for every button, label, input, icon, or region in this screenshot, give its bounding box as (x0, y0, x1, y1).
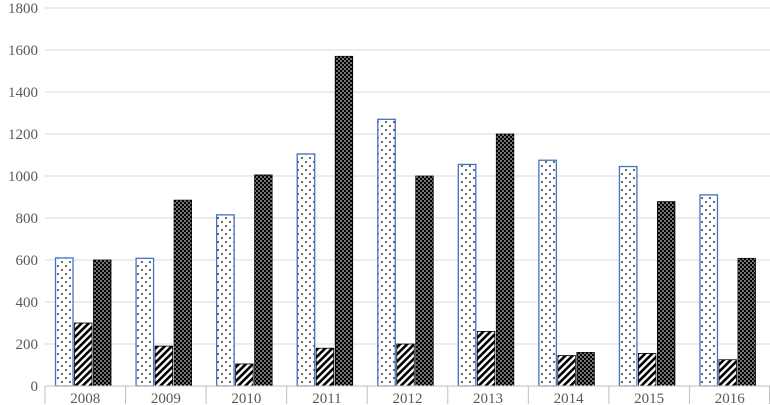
bar-dotted (618, 165, 638, 387)
y-tick-label: 600 (16, 253, 39, 269)
bar-dotted (135, 257, 155, 387)
y-tick-label: 1400 (8, 85, 38, 101)
bar-dotted (699, 194, 719, 387)
y-tick-label: 200 (16, 337, 39, 353)
axes: 0 200 400 600 800 1000 1200 1400 1600 1800 2008 200… (8, 1, 770, 405)
x-tick-label: 2012 (393, 391, 423, 405)
bar-diagonal-hatch (718, 359, 737, 387)
bar-dense-checker (576, 351, 595, 387)
gridlines (45, 7, 770, 345)
x-tick-label: 2009 (151, 391, 181, 405)
x-tick-label: 2008 (70, 391, 100, 405)
bars (54, 55, 756, 387)
bar-dotted (296, 153, 316, 387)
bar-dense-checker (93, 259, 112, 387)
x-tick-label: 2013 (473, 391, 503, 405)
x-tick-label: 2014 (554, 391, 585, 405)
bar-diagonal-hatch (235, 363, 254, 387)
y-tick-label: 800 (16, 211, 39, 227)
y-tick-label: 1800 (8, 1, 38, 17)
y-tick-label: 1600 (8, 43, 38, 59)
bar-dense-checker (334, 55, 354, 387)
bar-diagonal-hatch (154, 345, 173, 387)
y-tick-label: 0 (31, 379, 39, 395)
bar-diagonal-hatch (74, 322, 93, 387)
bar-diagonal-hatch (476, 330, 496, 387)
x-tick-label: 2010 (231, 391, 261, 405)
y-tick-label: 1200 (8, 127, 38, 143)
bar-dotted (538, 159, 558, 387)
bar-dotted (457, 163, 477, 387)
x-tick-label: 2016 (715, 391, 746, 405)
bar-diagonal-hatch (557, 355, 576, 387)
bar-dense-checker (737, 257, 756, 387)
x-tick-label: 2015 (634, 391, 664, 405)
bar-dotted (54, 257, 74, 387)
bar-dense-checker (495, 133, 515, 387)
bar-diagonal-hatch (315, 347, 335, 387)
y-tick-label: 400 (16, 295, 39, 311)
y-tick-label: 1000 (8, 169, 38, 185)
bar-dense-checker (657, 201, 676, 387)
bar-dense-checker (173, 199, 192, 387)
bar-dotted (215, 214, 235, 387)
x-tick-label: 2011 (312, 391, 341, 405)
bar-diagonal-hatch (396, 343, 415, 387)
bar-dotted (377, 118, 396, 387)
bar-dense-checker (415, 175, 434, 387)
bar-diagonal-hatch (638, 353, 657, 387)
bar-dense-checker (254, 174, 273, 387)
